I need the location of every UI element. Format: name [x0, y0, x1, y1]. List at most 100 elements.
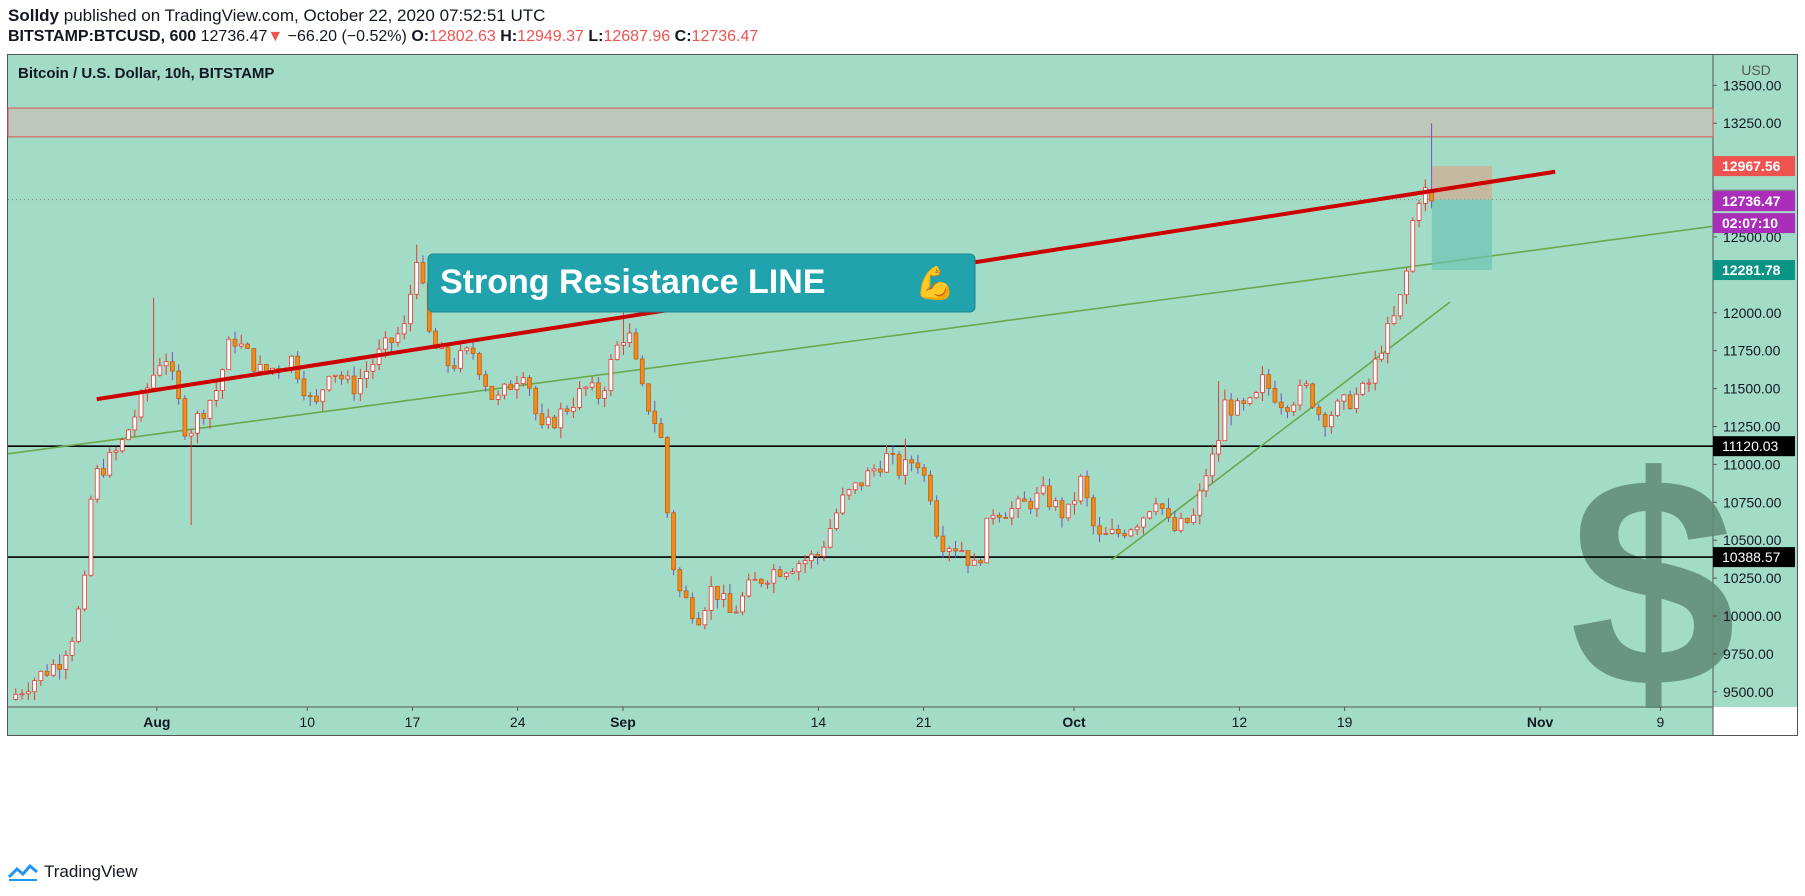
candle-body-160[interactable]	[1015, 498, 1021, 510]
candle-body-109[interactable]	[696, 618, 701, 626]
candle-body-108[interactable]	[690, 597, 695, 620]
candle-body-83[interactable]	[533, 387, 539, 415]
candle-body-179[interactable]	[1134, 526, 1140, 531]
candle-body-195[interactable]	[1235, 400, 1240, 416]
candle-body-56[interactable]	[364, 370, 369, 379]
candle-body-53[interactable]	[345, 375, 351, 380]
candle-body-122[interactable]	[777, 569, 783, 577]
candle-body-30[interactable]	[201, 413, 207, 419]
candle-body-24[interactable]	[163, 361, 169, 367]
candle-body-174[interactable]	[1103, 533, 1109, 535]
candle-body-157[interactable]	[996, 514, 1002, 518]
candle-body-143[interactable]	[909, 459, 914, 464]
candle-body-89[interactable]	[570, 407, 576, 412]
tradingview-footer[interactable]: TradingView	[8, 862, 138, 882]
candle-body-19[interactable]	[132, 416, 138, 431]
callout-box[interactable]	[427, 253, 976, 313]
candle-body-118[interactable]	[752, 578, 758, 581]
candle-body-220[interactable]	[1391, 315, 1397, 324]
candle-body-60[interactable]	[389, 337, 394, 343]
candle-body-144[interactable]	[915, 462, 921, 469]
candle-body-54[interactable]	[351, 375, 357, 395]
candle-body-100[interactable]	[639, 358, 645, 385]
candle-body-80[interactable]	[514, 383, 520, 391]
candle-body-16[interactable]	[113, 450, 119, 453]
candle-body-78[interactable]	[502, 383, 507, 396]
candle-body-85[interactable]	[545, 416, 551, 426]
candle-body-125[interactable]	[796, 563, 802, 573]
resistance-zone[interactable]	[7, 107, 1714, 138]
candle-body-82[interactable]	[527, 377, 532, 389]
candle-body-65[interactable]	[420, 262, 426, 284]
candle-body-37[interactable]	[245, 343, 250, 349]
candle-body-163[interactable]	[1034, 492, 1040, 510]
candle-body-98[interactable]	[627, 332, 633, 343]
candle-body-106[interactable]	[677, 569, 683, 592]
candle-body-177[interactable]	[1122, 533, 1127, 537]
candle-body-149[interactable]	[946, 548, 952, 552]
candle-body-72[interactable]	[464, 347, 470, 352]
candle-body-167[interactable]	[1059, 500, 1065, 519]
candle-body-31[interactable]	[207, 399, 213, 419]
candle-body-76[interactable]	[489, 385, 495, 400]
candle-body-9[interactable]	[69, 640, 75, 656]
candle-body-87[interactable]	[558, 408, 564, 429]
candle-body-147[interactable]	[934, 500, 940, 537]
candle-body-107[interactable]	[683, 590, 689, 599]
candle-body-208[interactable]	[1316, 406, 1322, 415]
candle-body-123[interactable]	[783, 572, 789, 577]
candle-body-110[interactable]	[702, 610, 708, 626]
candle-body-132[interactable]	[840, 494, 846, 514]
candle-body-154[interactable]	[978, 559, 983, 564]
candle-body-38[interactable]	[251, 348, 257, 372]
candle-body-52[interactable]	[339, 374, 344, 380]
candle-body-117[interactable]	[746, 579, 752, 597]
candle-body-93[interactable]	[596, 382, 601, 399]
candle-body-166[interactable]	[1053, 500, 1059, 508]
candle-body-77[interactable]	[495, 394, 501, 400]
candle-body-203[interactable]	[1285, 407, 1290, 412]
candle-body-202[interactable]	[1278, 401, 1284, 409]
candle-body-92[interactable]	[589, 382, 595, 388]
candle-body-47[interactable]	[307, 395, 313, 398]
candle-body-192[interactable]	[1216, 440, 1221, 455]
candle-body-119[interactable]	[758, 578, 764, 585]
candle-body-225[interactable]	[1422, 187, 1428, 204]
candle-body-7[interactable]	[57, 663, 62, 670]
candle-body-59[interactable]	[383, 337, 388, 350]
time-axis[interactable]	[8, 707, 1713, 735]
candle-body-159[interactable]	[1009, 508, 1015, 519]
candle-body-151[interactable]	[959, 550, 965, 552]
candle-body-214[interactable]	[1354, 393, 1359, 409]
candle-body-186[interactable]	[1178, 517, 1184, 531]
candle-body-153[interactable]	[971, 559, 977, 566]
candle-body-204[interactable]	[1291, 404, 1297, 412]
candle-body-57[interactable]	[370, 363, 376, 372]
candle-body-126[interactable]	[802, 560, 808, 565]
candle-body-139[interactable]	[884, 452, 889, 473]
candle-body-15[interactable]	[107, 451, 113, 476]
candle-body-48[interactable]	[314, 395, 319, 403]
candle-body-205[interactable]	[1297, 384, 1303, 406]
candle-body-40[interactable]	[264, 363, 269, 372]
candle-body-201[interactable]	[1272, 387, 1278, 403]
candle-body-199[interactable]	[1260, 374, 1265, 393]
candle-body-187[interactable]	[1184, 517, 1190, 523]
candle-body-105[interactable]	[671, 512, 676, 571]
candle-body-75[interactable]	[483, 374, 488, 387]
candle-body-81[interactable]	[520, 377, 526, 385]
candle-body-97[interactable]	[621, 342, 626, 346]
candle-body-191[interactable]	[1209, 453, 1215, 477]
candle-body-134[interactable]	[852, 482, 858, 491]
candle-body-152[interactable]	[965, 550, 971, 566]
candle-body-70[interactable]	[451, 365, 457, 369]
candle-body-168[interactable]	[1065, 503, 1071, 519]
candle-body-51[interactable]	[332, 374, 338, 377]
candle-body-79[interactable]	[508, 383, 514, 391]
plot-area[interactable]	[8, 55, 1713, 707]
candle-body-183[interactable]	[1159, 503, 1165, 509]
candle-body-36[interactable]	[238, 343, 244, 347]
candle-body-155[interactable]	[984, 517, 990, 564]
candle-body-141[interactable]	[896, 454, 902, 476]
candle-body-14[interactable]	[101, 468, 106, 476]
